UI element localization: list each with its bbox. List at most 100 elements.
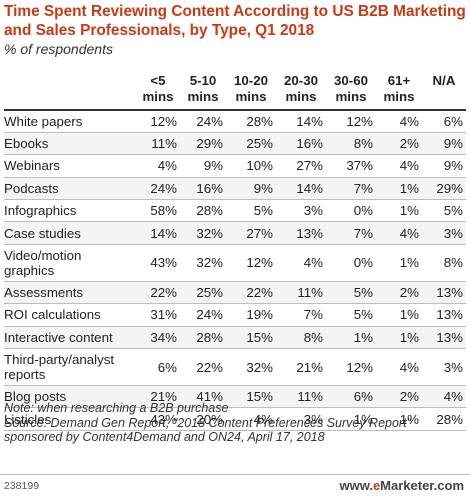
emarketer-logo: www.eMarketer.com xyxy=(339,478,464,493)
column-header: 5-10 mins xyxy=(180,70,226,111)
row-label-line: White papers xyxy=(4,113,83,129)
table-cell: 16% xyxy=(180,177,226,201)
table-cell: 0% xyxy=(326,199,376,223)
table-cell: 1% xyxy=(326,407,376,431)
table-cell: 43% xyxy=(136,244,180,282)
table-cell: 7% xyxy=(276,303,326,327)
table-cell: 14% xyxy=(136,221,180,245)
table-cell: 12% xyxy=(326,348,376,387)
table-cell: 6% xyxy=(136,348,180,387)
table-cell: 24% xyxy=(180,303,226,327)
table-row: Third-party/analyst reports 6% 22% 32% 21% 12%… xyxy=(4,348,466,387)
table-cell: 29% xyxy=(422,177,466,201)
column-header-line: 20-30 xyxy=(283,73,318,88)
header-category xyxy=(4,70,136,111)
column-header-line: mins xyxy=(235,89,267,104)
table-cell: 13% xyxy=(422,303,466,327)
table-cell: 25% xyxy=(226,132,276,156)
chart-subtitle: % of respondents xyxy=(4,41,113,57)
brand-name: Marketer xyxy=(380,478,434,493)
column-header-line: mins xyxy=(187,89,219,104)
table-cell: 25% xyxy=(180,281,226,305)
table-cell: 1% xyxy=(326,326,376,350)
table-cell: 1% xyxy=(376,326,422,350)
column-header-line: mins xyxy=(335,89,367,104)
table-cell: 6% xyxy=(326,385,376,409)
table-cell: 8% xyxy=(326,132,376,156)
table-cell: 32% xyxy=(180,244,226,282)
row-label: Assessments xyxy=(4,281,136,305)
chart-title: Time Spent Reviewing Content According t… xyxy=(4,3,466,39)
table-cell: 16% xyxy=(276,132,326,156)
table-cell: 13% xyxy=(276,221,326,245)
source-text: Source: Demand Gen Report, "2018 Content… xyxy=(4,415,412,445)
table-row: Webinars 4% 9% 10% 27% 37% 4% 9% xyxy=(4,154,466,178)
table-cell: 1% xyxy=(376,199,422,223)
table-row: Blog posts 21% 41% 15% 11% 6% 2% 4% xyxy=(4,385,466,409)
row-label: Interactive content xyxy=(4,326,136,350)
table-cell: 22% xyxy=(136,281,180,305)
table-cell: 29% xyxy=(180,132,226,156)
column-header-line: 10-20 xyxy=(233,73,268,88)
table-cell: 13% xyxy=(422,326,466,350)
column-header: 20-30 mins xyxy=(276,70,326,111)
table-cell: 28% xyxy=(180,326,226,350)
table-cell: 1% xyxy=(376,407,422,431)
data-table: <5 mins 5-10 mins 10-20 mins 20-30 mins 30-6… xyxy=(4,70,466,431)
column-header: 30-60 mins xyxy=(326,70,376,111)
table-cell: 4% xyxy=(422,385,466,409)
table-cell: 1% xyxy=(376,244,422,282)
table-cell: 4% xyxy=(376,110,422,133)
table-cell: 3% xyxy=(276,199,326,223)
table-cell: 2% xyxy=(376,132,422,156)
table-cell: 8% xyxy=(276,326,326,350)
column-header-line: mins xyxy=(285,89,317,104)
table-cell: 9% xyxy=(226,177,276,201)
table-cell: 28% xyxy=(180,199,226,223)
table-cell: 24% xyxy=(136,177,180,201)
chart-notes: Note: when researching a B2B purchase So… xyxy=(4,401,466,445)
column-header-line: 5-10 xyxy=(189,73,217,88)
table-row: Case studies 14% 32% 27% 13% 7% 4% 3% xyxy=(4,221,466,245)
column-header: 10-20 mins xyxy=(226,70,276,111)
table-cell: 58% xyxy=(136,199,180,223)
table-cell: 12% xyxy=(226,244,276,282)
table-cell: 4% xyxy=(376,221,422,245)
table-cell: 24% xyxy=(180,110,226,133)
table-cell: 20% xyxy=(180,407,226,431)
table-cell: 22% xyxy=(180,348,226,387)
row-label-line: Infographics xyxy=(4,203,77,219)
column-header: <5 mins xyxy=(136,70,180,111)
row-label: ROI calculations xyxy=(4,303,136,327)
table-row: White papers 12% 24% 28% 14% 12% 4% 6% xyxy=(4,110,466,133)
column-header-line: <5 xyxy=(150,73,166,88)
table-cell: 21% xyxy=(136,385,180,409)
column-header-line: mins xyxy=(142,89,174,104)
chart-id: 238199 xyxy=(4,480,40,492)
table-cell: 7% xyxy=(326,177,376,201)
row-label-line: Video/motion xyxy=(4,247,82,263)
row-label: Ebooks xyxy=(4,132,136,156)
table-cell: 11% xyxy=(136,132,180,156)
table-cell: 27% xyxy=(226,221,276,245)
table-row: Assessments 22% 25% 22% 11% 5% 2% 13% xyxy=(4,281,466,305)
row-label: Listicles xyxy=(4,407,136,431)
table-cell: 1% xyxy=(376,303,422,327)
table-cell: 3% xyxy=(422,348,466,387)
row-label-line: Case studies xyxy=(4,225,81,241)
row-label-line: Ebooks xyxy=(4,136,49,152)
row-label: Webinars xyxy=(4,154,136,178)
table-cell: 32% xyxy=(180,221,226,245)
row-label-line: Listicles xyxy=(4,411,52,427)
row-label-line: Blog posts xyxy=(4,389,67,405)
row-label-line: Podcasts xyxy=(4,180,59,196)
table-cell: 41% xyxy=(180,385,226,409)
column-header-line: 30-60 xyxy=(333,73,368,88)
table-cell: 15% xyxy=(226,385,276,409)
table-cell: 28% xyxy=(422,407,466,431)
brand-prefix: www. xyxy=(339,478,373,493)
table-cell: 9% xyxy=(422,154,466,178)
table-row: Interactive content 34% 28% 15% 8% 1% 1% 13% xyxy=(4,326,466,350)
table-cell: 31% xyxy=(136,303,180,327)
table-cell: 9% xyxy=(422,132,466,156)
